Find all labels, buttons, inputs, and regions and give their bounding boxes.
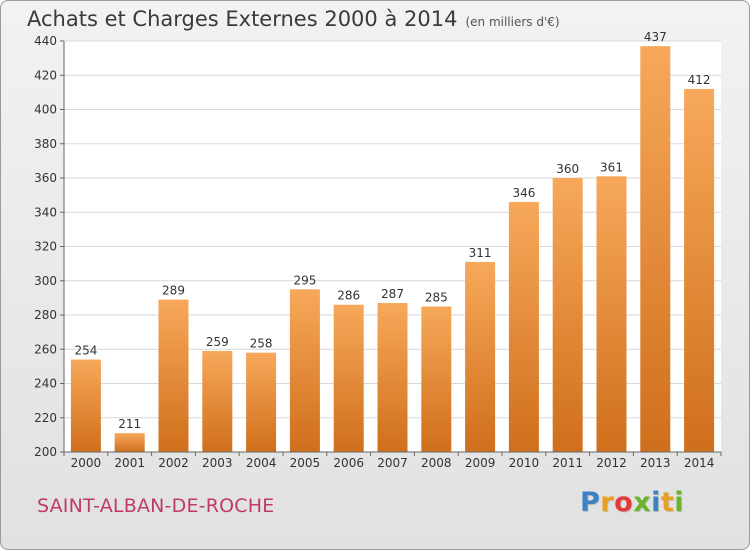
- logo-letter: i: [651, 487, 661, 518]
- bar-2011: [552, 178, 583, 452]
- bar-2010: [508, 201, 539, 452]
- x-tick-label-2001: 2001: [114, 456, 145, 470]
- data-label-2011: 360: [556, 162, 579, 176]
- x-tick-label-2002: 2002: [158, 456, 189, 470]
- bar-2006: [333, 304, 364, 452]
- y-tick-label: 320: [34, 240, 57, 254]
- bar-2003: [202, 350, 233, 452]
- data-label-2010: 346: [512, 186, 535, 200]
- data-label-2002: 289: [162, 284, 185, 298]
- y-tick-label: 300: [34, 274, 57, 288]
- x-tick-label-2005: 2005: [290, 456, 321, 470]
- proxiti-logo[interactable]: Proxiti: [580, 487, 684, 518]
- x-tick-labels: 2000 2001 2002 2003 2004 2005 2006 2007 2008 2009…: [63, 452, 722, 470]
- data-label-2014: 412: [688, 73, 711, 87]
- bar-2013: [640, 46, 671, 452]
- data-label-2008: 285: [425, 290, 448, 304]
- bars: [70, 46, 715, 452]
- bar-2007: [377, 303, 408, 452]
- x-tick-label-2009: 2009: [465, 456, 496, 470]
- logo-letter: i: [674, 487, 685, 518]
- y-tick-label: 360: [34, 171, 57, 185]
- data-label-2007: 287: [381, 287, 404, 301]
- x-tick-label-2013: 2013: [640, 456, 671, 470]
- x-tick-label-2010: 2010: [509, 456, 540, 470]
- data-label-2004: 258: [250, 337, 273, 351]
- bar-2008: [421, 306, 452, 452]
- y-tick-label: 440: [34, 34, 57, 48]
- x-tick-label-2014: 2014: [684, 456, 715, 470]
- y-tick-label: 340: [34, 205, 57, 219]
- data-label-2005: 295: [293, 273, 316, 287]
- bar-2002: [158, 299, 189, 452]
- bar-2012: [596, 176, 627, 452]
- unit-label: (en milliers d'€): [465, 15, 560, 29]
- chart-title: Achats et Charges Externes 2000 à 2014 (e…: [27, 7, 560, 31]
- logo-letter: t: [660, 487, 675, 518]
- logo-letter: P: [580, 487, 601, 518]
- y-tick-label: 220: [34, 411, 57, 425]
- bar-2001: [114, 433, 145, 452]
- y-tick-label: 260: [34, 342, 57, 356]
- bar-2004: [246, 352, 277, 452]
- data-label-2001: 211: [118, 417, 141, 431]
- x-tick-label-2007: 2007: [377, 456, 408, 470]
- x-tick-label-2011: 2011: [552, 456, 583, 470]
- data-label-2009: 311: [469, 246, 492, 260]
- data-label-2006: 286: [337, 289, 360, 303]
- x-tick-label-2012: 2012: [596, 456, 627, 470]
- data-label-2000: 254: [74, 344, 97, 358]
- commune-name: SAINT-ALBAN-DE-ROCHE: [37, 495, 275, 517]
- data-label-2013: 437: [644, 30, 667, 44]
- logo-letter: x: [633, 487, 652, 518]
- x-tick-label-2004: 2004: [246, 456, 277, 470]
- data-label-2012: 361: [600, 160, 623, 174]
- y-tick-label: 420: [34, 68, 57, 82]
- title-text: Achats et Charges Externes 2000 à 2014: [27, 7, 458, 31]
- x-tick-label-2003: 2003: [202, 456, 233, 470]
- y-tick-labels: 200 220 240 260 280 300 320 340 360 380 400 420 440: [34, 34, 64, 459]
- x-tick-label-2006: 2006: [333, 456, 364, 470]
- data-label-2003: 259: [206, 335, 229, 349]
- bar-2014: [684, 88, 715, 452]
- y-tick-label: 280: [34, 308, 57, 322]
- logo-letter: r: [600, 487, 615, 518]
- x-tick-label-2000: 2000: [71, 456, 102, 470]
- bar-2005: [289, 289, 320, 452]
- data-labels: 254 211 289 259 258 295 286 287 285 311 346 360 361 4…: [74, 30, 710, 431]
- y-tick-label: 400: [34, 103, 57, 117]
- y-tick-label: 380: [34, 137, 57, 151]
- bar-2009: [465, 261, 496, 452]
- bar-2000: [70, 359, 101, 452]
- y-tick-label: 200: [34, 445, 57, 459]
- y-tick-label: 240: [34, 377, 57, 391]
- x-tick-label-2008: 2008: [421, 456, 452, 470]
- logo-letter: o: [614, 487, 634, 518]
